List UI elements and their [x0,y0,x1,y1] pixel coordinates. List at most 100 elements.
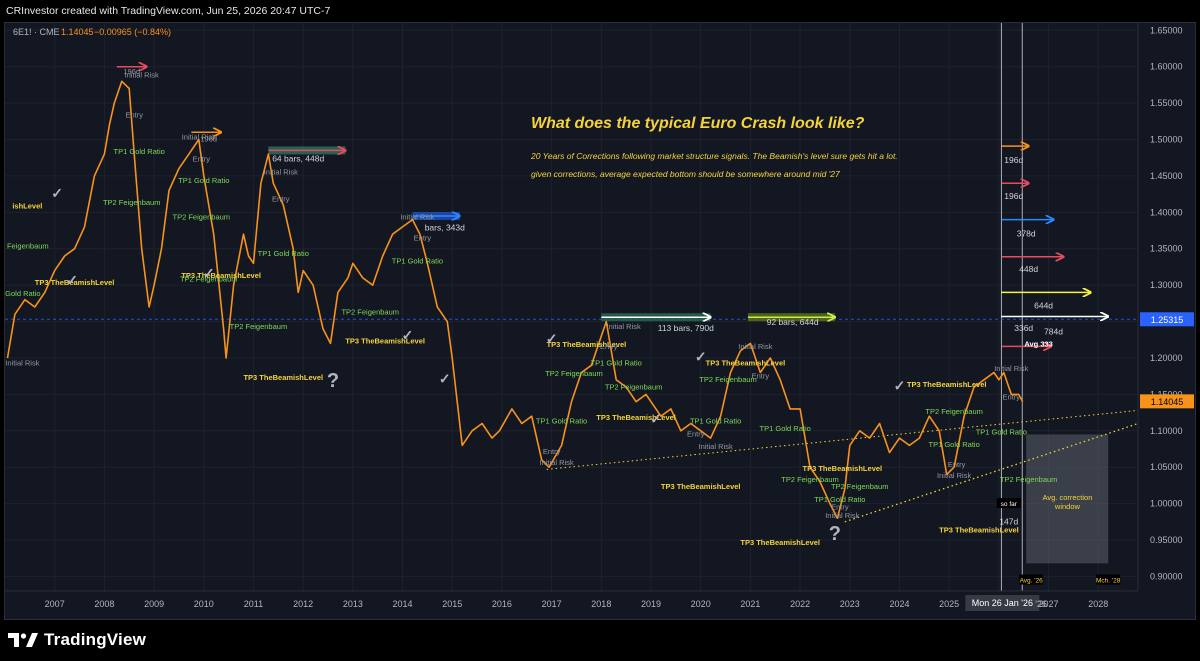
price-tick-label: 1.60000 [1150,62,1183,72]
correction-window-label: Avg. correction [1042,493,1092,502]
annotation-label: TP3 TheBeamishLevel [345,336,425,345]
trend-line-lower [844,422,1139,523]
annotation-label: 644d [1034,300,1053,310]
price-series [6,80,1024,520]
tradingview-brand: TradingView [44,630,147,649]
time-tick-label: 2022 [790,599,810,609]
question-mark-icon: ? [327,370,339,392]
price-tick-label: 0.95000 [1150,535,1183,545]
check-mark-icon: ✓ [546,330,558,346]
annotation-label: TP3 TheBeamishLevel [706,358,786,367]
time-tick-label: 2009 [144,599,164,609]
annotation-label: Initial Risk [607,322,641,331]
annotation-label: Entry [600,342,618,351]
price-tick-label: 1.35000 [1150,244,1183,254]
time-tick-label: 2020 [691,599,711,609]
annotation-label: TP2 Feigenbaum [831,482,889,491]
annotation-label: 147d [999,517,1018,527]
price-tag-box [1140,394,1194,409]
annotation-label: Entry [752,371,770,380]
annotation-label: TP3 TheBeamishLevel [547,340,627,349]
time-tick-label: 2023 [840,599,860,609]
check-mark-icon: ✓ [402,327,414,343]
annotation-label: ishLevel [12,202,42,211]
price-tick-label: 1.10000 [1150,426,1183,436]
annotation-label: TP2 Feigenbaum [699,375,757,384]
annotation-label: TP1 Gold Ratio [536,417,587,426]
annotation-label: TP3 TheBeamishLevel [907,380,987,389]
correction-window-box [1026,434,1109,564]
annotation-label: TP1 Gold Ratio [178,176,229,185]
annotation-label: 64 bars, 448d [272,153,324,163]
chart-caption: CRInvestor created with TradingView.com,… [6,5,331,17]
tag-label: so far [1001,501,1018,508]
symbol-change: −0.00965 (−0.84%) [94,27,171,37]
subtitle-line-2: given corrections, average expected bott… [531,169,840,179]
annotation-label: TP1 Gold Ratio [814,495,865,504]
time-tick-label: 2028 [1088,599,1108,609]
annotation-label: Initial Risk [937,471,971,480]
trend-line-upper [546,409,1139,470]
annotation-label: 196d [1004,155,1023,165]
annotation-label: TP3 TheBeamishLevel [661,482,741,491]
tradingview-logo-icon [8,633,38,647]
annotation-label: Initial Risk [182,133,216,142]
annotation-label: 196d [123,67,140,76]
partial-year-label: '26 [1035,599,1047,609]
annotation-label: 784d [1044,327,1063,337]
annotation-label: 196d [200,135,217,144]
chart-caption-bar: CRInvestor created with TradingView.com,… [0,0,1200,22]
grid-lines [5,23,1138,591]
annotation-label: TP3 TheBeamishLevel [596,413,676,422]
price-axis[interactable]: 1.65000 1.60000 1.55000 1.50000 1.45000 1.400… [1137,23,1195,619]
tag-box [1096,574,1121,585]
price-tick-label: 1.45000 [1150,171,1183,181]
annotation-label: 336d [1014,323,1033,333]
symbol-price: 1.14045 [61,27,94,37]
price-tick-label: 1.55000 [1150,98,1183,108]
annotation-label: TP1 Gold Ratio [114,147,165,156]
annotation-label: Initial Risk [5,358,39,367]
time-tick-label: 2014 [393,599,413,609]
time-tick-label: 2012 [293,599,313,609]
annotation-label: TP2 Feigenbaum [781,475,839,484]
annotation-label: TP1 Gold Ratio [258,249,309,258]
annotation-label: Initial Risk [400,213,434,222]
tag-box [996,498,1021,509]
annotation-label: TP1 Gold Ratio [760,424,811,433]
check-mark-icon: ✓ [695,349,707,365]
annotation-label: 378d [1017,228,1036,238]
annotation-label: Entry [831,502,849,511]
annotation-label: TP3 TheBeamishLevel [181,271,261,280]
chart-frame[interactable]: Avg. correction window TP3 TheBeamishLeve… [4,22,1196,620]
time-tick-label: 2025 [939,599,959,609]
tag-label: Avg. '26 [1020,578,1044,585]
annotation-label: TP2 Feigenbaum [925,407,983,416]
symbol-legend: 6E1! · CME 1.14045 −0.00965 (−0.84%) [13,27,171,37]
price-tick-label: 1.30000 [1150,280,1183,290]
annotation-label: TP1 Gold Ratio [591,358,642,367]
time-axis[interactable]: 2007 2008 2009 2010 2011 2012 2013 2014 2015 2016… [5,590,1195,619]
price-line [6,80,1024,520]
annotation-label: Initial Risk [994,364,1028,373]
subtitle-line-1: 20 Years of Corrections following market… [530,151,898,161]
annotation-label: Entry [543,447,561,456]
annotation-label: TP2 Feigenbaum [5,242,49,251]
annotation-label: TP2 Feigenbaum [230,322,288,331]
annotation-label: TP2 Feigenbaum [341,307,399,316]
price-tick-label: 1.05000 [1150,462,1183,472]
annotation-label: Initial Risk [264,167,298,176]
price-tag-box [1140,312,1194,327]
annotation-label: 196d [1004,191,1023,201]
time-tick-label: 2013 [343,599,363,609]
annotation-label: TP2 Feigenbaum [103,198,161,207]
annotation-label: Avg 333 [1024,339,1053,348]
annotation-label: TP1 Gold Ratio [928,440,979,449]
annotation-label: Entry [414,234,432,243]
tradingview-logo[interactable]: TradingView [8,628,146,652]
annotations: TP3 TheBeamishLevel TP3 TheBeamishLevel TP… [5,67,1121,585]
annotation-label: TP2 Feigenbaum [173,213,231,222]
annotation-label: TP1 Gold Ratio [976,427,1027,436]
price-tick-label: 1.40000 [1150,207,1183,217]
